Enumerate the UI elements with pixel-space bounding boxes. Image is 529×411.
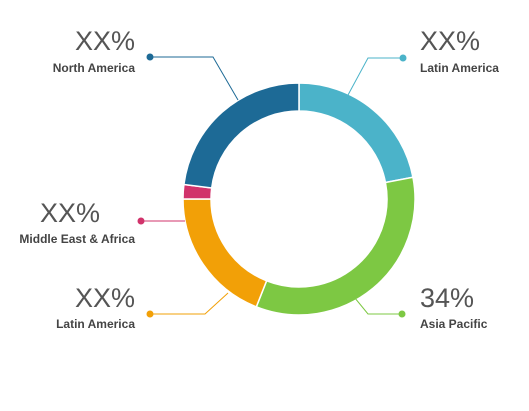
category-label: Middle East & Africa (19, 232, 135, 246)
category-label: Asia Pacific (420, 317, 488, 331)
category-label: Latin America (56, 317, 135, 331)
leader-dot (137, 217, 145, 225)
donut-segment (255, 176, 416, 316)
value-label: XX% (75, 283, 135, 313)
value-label: XX% (75, 26, 135, 56)
leader-line (347, 57, 403, 96)
leader-dot (146, 53, 154, 61)
donut-segment (182, 198, 268, 308)
donut-segment (298, 82, 414, 184)
leader-line (150, 56, 239, 101)
category-label: North America (53, 61, 136, 75)
leader-dot (398, 310, 406, 318)
value-label: XX% (420, 26, 480, 56)
category-label: Latin America (420, 61, 499, 75)
leader-dot (399, 54, 407, 62)
leader-line (150, 292, 229, 315)
value-label: XX% (40, 198, 100, 228)
value-label: 34% (420, 283, 474, 313)
leader-line (349, 291, 402, 315)
donut-segment (183, 82, 300, 189)
leader-dot (146, 310, 154, 318)
